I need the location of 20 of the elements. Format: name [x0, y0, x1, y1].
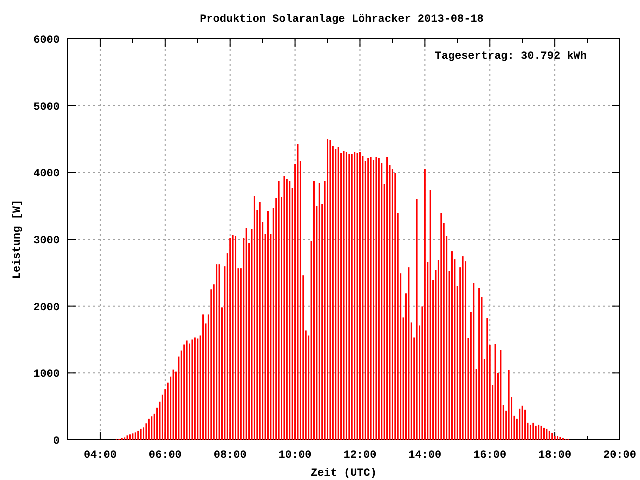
- y-tick-label: 3000: [34, 236, 60, 248]
- x-tick-label: 06:00: [148, 450, 182, 462]
- annotation: Tagesertrag: 30.792 kWh: [435, 51, 587, 63]
- y-axis-title: Leistung [W]: [12, 200, 24, 280]
- x-tick-label: 10:00: [278, 450, 312, 462]
- x-tick-label: 14:00: [408, 450, 442, 462]
- y-tick-label: 2000: [34, 302, 60, 314]
- x-tick-label: 08:00: [214, 450, 247, 462]
- x-tick-label: 12:00: [344, 450, 377, 462]
- y-tick-label: 5000: [34, 102, 60, 114]
- x-axis-title: Zeit (UTC): [310, 468, 378, 480]
- y-tick-label: 1000: [34, 369, 60, 382]
- x-tick-label: 20:00: [603, 450, 637, 462]
- x-tick-label: 16:00: [474, 450, 507, 462]
- chart-title: Produktion Solaranlage Löhracker 2013-08-18: [200, 14, 484, 26]
- x-tick-label: 18:00: [538, 450, 572, 462]
- y-tick-label: 6000: [34, 35, 60, 47]
- y-tick-label: 4000: [34, 168, 60, 181]
- x-tick-label: 04:00: [84, 450, 117, 462]
- y-tick-label: 0: [53, 436, 60, 448]
